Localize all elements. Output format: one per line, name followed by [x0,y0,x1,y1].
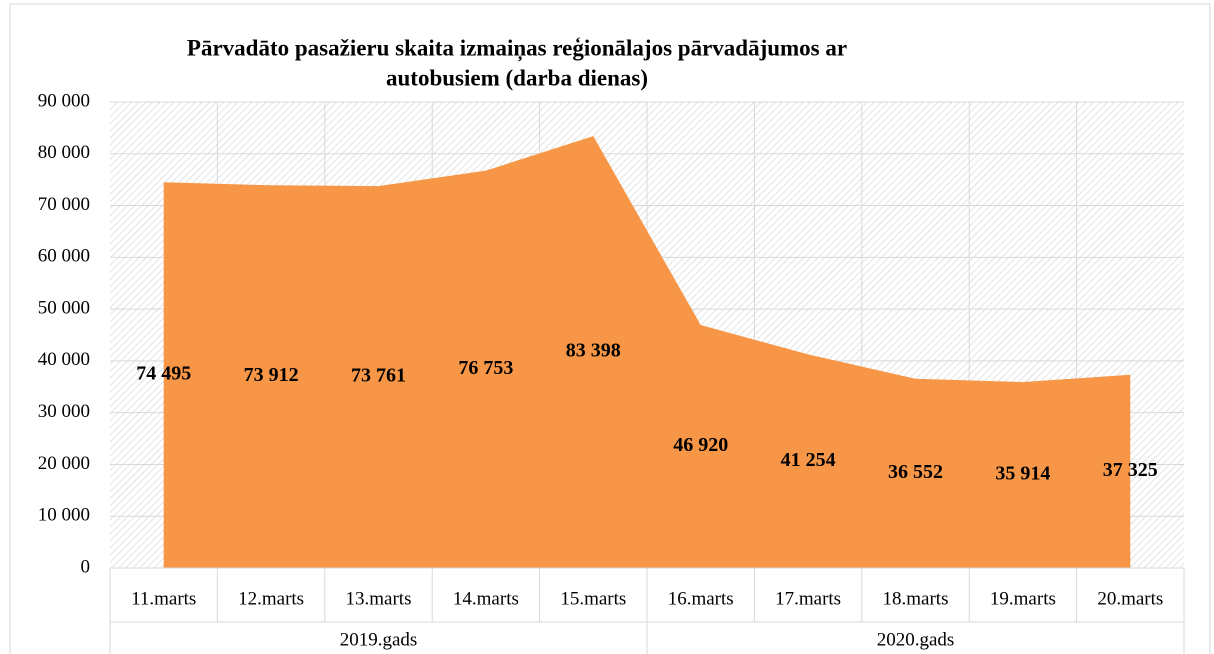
data-label: 46 920 [673,434,728,456]
y-tick-label: 10 000 [38,505,90,526]
x-tick-label: 20.marts [1097,588,1163,609]
data-label: 35 914 [995,463,1050,485]
x-tick-label: 17.marts [775,588,841,609]
y-tick-label: 80 000 [38,142,90,163]
data-label: 74 495 [136,363,191,385]
y-tick-label: 70 000 [38,194,90,215]
chart-border [9,3,1211,654]
data-label: 41 254 [781,449,836,471]
data-label: 83 398 [566,340,621,362]
x-tick-label: 18.marts [883,588,949,609]
group-label: 2020.gads [877,629,955,650]
x-tick-label: 14.marts [453,588,519,609]
area [163,136,1131,568]
y-tick-label: 90 000 [38,90,90,111]
data-label: 36 552 [888,461,943,483]
group-label: 2019.gads [340,629,418,650]
chart-title: autobusiem (darba dienas) [386,65,648,90]
y-tick-label: 20 000 [38,453,90,474]
data-label: 76 753 [458,357,513,379]
y-tick-label: 40 000 [38,349,90,370]
y-tick-label: 50 000 [38,297,90,318]
data-label: 73 912 [244,364,299,386]
x-tick-label: 12.marts [238,588,304,609]
x-tick-label: 16.marts [668,588,734,609]
x-tick-label: 11.marts [131,588,196,609]
y-tick-label: 0 [81,556,91,577]
x-tick-label: 13.marts [346,588,412,609]
data-label: 37 325 [1103,459,1158,481]
x-tick-label: 19.marts [990,588,1056,609]
x-tick-label: 15.marts [560,588,626,609]
y-tick-label: 60 000 [38,246,90,267]
chart-title: Pārvadāto pasažieru skaita izmaiņas reģi… [187,35,847,62]
y-tick-label: 30 000 [38,401,90,422]
data-label: 73 761 [351,365,406,387]
